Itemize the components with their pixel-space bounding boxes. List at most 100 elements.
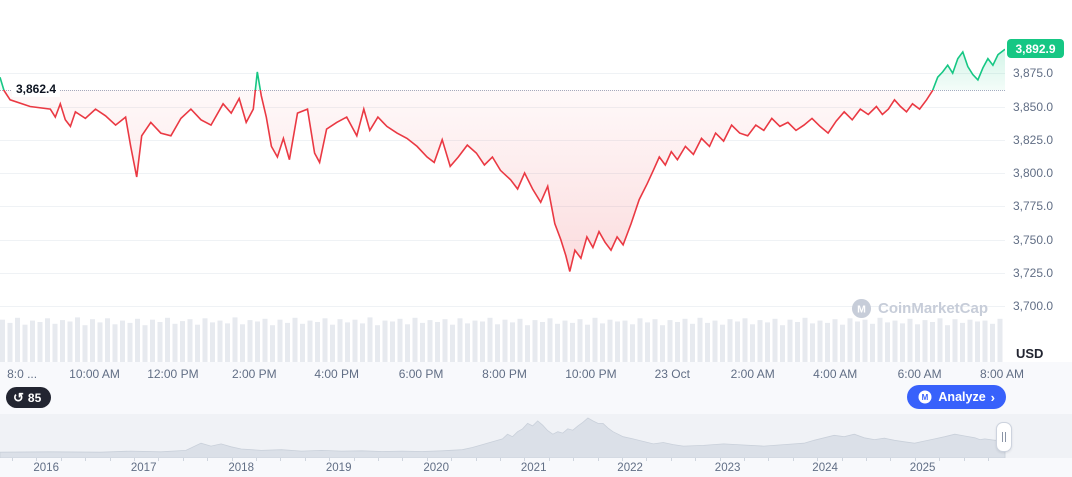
volume-bar (405, 324, 410, 362)
gridline (0, 206, 1005, 208)
timeline-tick (378, 458, 379, 461)
volume-bar (780, 325, 785, 362)
timeline-tick (622, 458, 623, 461)
volume-bar (840, 324, 845, 362)
volume-bar (315, 322, 320, 362)
x-axis-label: 2:00 AM (730, 367, 775, 381)
timeline-tick (109, 458, 111, 461)
volume-bar (300, 323, 305, 362)
volume-bars (0, 317, 1003, 362)
timeline-tick (500, 458, 501, 461)
y-axis-label: 3,725.0 (1013, 265, 1054, 280)
volume-bar (517, 318, 523, 362)
volume-bar (690, 323, 695, 362)
price-line-down-segment (3, 90, 934, 272)
price-chart[interactable]: M CoinMarketCap 3,862.4 3,892.9 3,875.0 3… (0, 0, 1072, 362)
volume-bar (487, 317, 493, 362)
volume-bar (532, 320, 538, 362)
timeline-tick (524, 458, 526, 461)
volume-bar (67, 321, 73, 362)
current-price-badge: 3,892.9 (1007, 39, 1064, 59)
volume-bar (810, 323, 815, 362)
x-axis-label: 10:00 PM (565, 367, 617, 381)
volume-bar (412, 317, 418, 362)
volume-bar (322, 318, 328, 362)
volume-bar (97, 322, 103, 362)
analyze-label: Analyze (938, 390, 986, 404)
svg-text:M: M (922, 393, 929, 402)
volume-bar (165, 317, 170, 362)
volume-bar (600, 323, 605, 362)
timeline-year-label: 2017 (130, 462, 157, 474)
timeline-year-label: 2020 (423, 462, 449, 474)
volume-bar (615, 321, 620, 362)
x-axis-label: 12:00 PM (147, 367, 199, 381)
volume-bar (697, 317, 703, 362)
timeline-tick (426, 458, 428, 461)
volume-bar (270, 325, 275, 362)
volume-bar (637, 318, 643, 362)
volume-bar (817, 320, 823, 362)
y-axis-label: 3,875.0 (1013, 66, 1054, 81)
volume-bar (15, 317, 20, 362)
volume-bar (262, 318, 268, 362)
timeline-year-label: 2019 (325, 462, 352, 474)
volume-bar (60, 320, 65, 362)
timeline-year-label: 2025 (909, 462, 936, 474)
volume-bar (465, 323, 470, 362)
timeline-tick (914, 458, 916, 461)
price-line-chart-svg (0, 48, 1005, 362)
timeline-tick (670, 458, 672, 461)
y-axis-label: 3,750.0 (1013, 232, 1054, 247)
timeline-year-label: 2023 (714, 462, 741, 474)
volume-bar (75, 317, 80, 362)
volume-bar (900, 323, 905, 362)
volume-bar (472, 320, 478, 362)
volume-bar (427, 320, 433, 362)
timeline-tick (231, 458, 233, 461)
timeline-tick (597, 458, 599, 461)
volume-bar (420, 322, 425, 362)
volume-bar (232, 317, 238, 362)
timeline-tick (866, 458, 867, 461)
volume-bar (577, 319, 583, 362)
timeline-tick (841, 458, 843, 461)
timeline-tick (817, 458, 819, 461)
history-count-badge[interactable]: ↺ 85 (6, 387, 52, 408)
analyze-button[interactable]: M Analyze › (907, 385, 1006, 409)
x-axis-label: 6:00 PM (398, 367, 444, 381)
range-handle[interactable] (996, 422, 1012, 452)
y-axis-label: 3,700.0 (1013, 299, 1054, 314)
timeline-year-label: 2018 (228, 462, 254, 474)
volume-bar (360, 323, 365, 362)
timeline-tick (963, 458, 965, 461)
volume-bar (195, 324, 200, 362)
y-axis-label: 3,800.0 (1013, 166, 1054, 180)
gridline (0, 173, 1005, 174)
volume-bar (720, 324, 725, 362)
volume-bar (937, 318, 943, 362)
volume-bar (217, 320, 223, 362)
volume-bar (30, 320, 35, 362)
timeline-years: 2016 2017 2018 2019 2020 2021 2022 2023 2024 2025 (0, 462, 1005, 476)
x-axis-label: 4:00 PM (314, 367, 360, 381)
volume-bar (675, 322, 680, 362)
volume-bar (255, 321, 260, 362)
volume-bar (45, 318, 50, 362)
currency-label: USD (1016, 346, 1044, 361)
gridline (0, 73, 1005, 75)
volume-bar (825, 322, 830, 362)
volume-bar (892, 320, 898, 362)
all-time-mini-chart (0, 414, 1072, 458)
x-axis-label: 8:00 AM (979, 367, 1025, 381)
timeline-year-label: 2024 (812, 462, 838, 474)
volume-bar (660, 325, 665, 362)
volume-bar (352, 319, 358, 362)
timeline-tick (402, 458, 404, 461)
x-axis-label: 4:00 AM (813, 367, 858, 381)
volume-bar (870, 323, 875, 362)
volume-bar (277, 319, 283, 362)
timeline-range-selector[interactable]: 2016 2017 2018 2019 2020 2021 2022 2023 2024 2025 (0, 414, 1072, 477)
timeline-tick (548, 458, 550, 461)
volume-bar (397, 318, 403, 362)
